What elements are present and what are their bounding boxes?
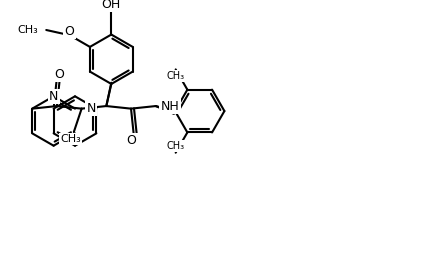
Text: CH₃: CH₃ <box>17 25 38 35</box>
Text: O: O <box>127 134 137 147</box>
Text: O: O <box>65 25 75 38</box>
Text: N: N <box>49 90 58 103</box>
Text: O: O <box>55 68 64 81</box>
Text: CH₃: CH₃ <box>61 134 81 144</box>
Text: OH: OH <box>102 0 121 11</box>
Text: CH₃: CH₃ <box>167 71 185 81</box>
Text: N: N <box>86 102 96 115</box>
Text: CH₃: CH₃ <box>167 141 185 151</box>
Text: NH: NH <box>161 100 179 113</box>
